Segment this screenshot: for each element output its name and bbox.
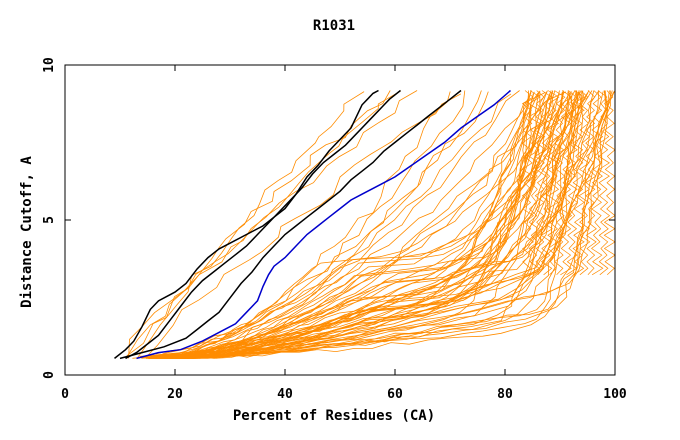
y-tick-label: 5: [42, 216, 57, 224]
orange-streak: [540, 90, 553, 276]
highlight-series-group: [114, 89, 511, 360]
orange-curve: [146, 90, 556, 359]
orange-curve: [144, 90, 577, 359]
orange-curve: [147, 90, 580, 359]
orange-curve: [153, 93, 534, 359]
orange-curve: [155, 90, 576, 359]
x-tick-label: 80: [497, 387, 513, 402]
orange-curve: [155, 90, 541, 359]
orange-curve: [182, 92, 570, 359]
orange-curve: [162, 90, 532, 359]
orange-streak: [591, 90, 604, 276]
orange-streak: [534, 90, 547, 276]
orange-streak: [578, 90, 592, 276]
y-axis: 0 5 10: [42, 57, 615, 379]
orange-curve: [139, 92, 546, 357]
orange-streak: [603, 90, 616, 276]
orange-curve: [156, 90, 466, 359]
orange-curve: [132, 93, 512, 359]
orange-curve: [161, 90, 532, 359]
x-tick-label: 100: [603, 387, 627, 402]
x-tick-label: 40: [277, 387, 293, 402]
orange-curve: [125, 90, 418, 359]
y-axis-label: Distance Cutoff, A: [19, 156, 35, 308]
orange-curve: [128, 90, 391, 359]
orange-curve: [146, 91, 535, 359]
orange-streak: [521, 90, 535, 276]
x-axis: 0 20 40 60 80 100: [61, 65, 627, 402]
orange-streak: [527, 90, 541, 276]
orange-curve: [139, 90, 583, 359]
orange-streak: [560, 90, 573, 276]
chart-title: R1031: [313, 18, 355, 34]
orange-curve: [181, 90, 575, 358]
orange-curve: [170, 90, 609, 359]
y-tick-label: 0: [42, 371, 57, 379]
orange-streak: [546, 90, 560, 276]
y-tick-label: 10: [42, 57, 57, 73]
blue-series-line-4: [136, 89, 511, 360]
black-series-line-1: [114, 89, 379, 359]
orange-curve: [146, 90, 590, 357]
orange-streak: [597, 90, 611, 276]
orange-curve: [182, 90, 548, 359]
black-series-line-2: [125, 89, 401, 360]
orange-curve: [159, 90, 595, 359]
orange-curve: [151, 93, 585, 359]
orange-curve: [151, 92, 571, 357]
orange-streak: [585, 90, 597, 276]
orange-curve: [126, 90, 402, 357]
orange-curve: [136, 91, 489, 359]
black-series-line-3: [119, 89, 462, 360]
orange-streak: [553, 90, 566, 276]
orange-curve: [145, 93, 462, 359]
x-tick-label: 0: [61, 387, 69, 402]
orange-streak: [565, 90, 578, 276]
orange-curve: [175, 90, 580, 359]
orange-series-group: [125, 90, 616, 359]
x-axis-label: Percent of Residues (CA): [233, 408, 435, 424]
orange-streak: [572, 90, 585, 276]
orange-curve: [172, 91, 554, 358]
orange-curve: [141, 90, 520, 359]
x-tick-label: 20: [167, 387, 183, 402]
orange-curve: [148, 90, 610, 359]
orange-curve: [158, 90, 593, 359]
x-tick-label: 60: [387, 387, 403, 402]
orange-curve: [136, 91, 365, 359]
